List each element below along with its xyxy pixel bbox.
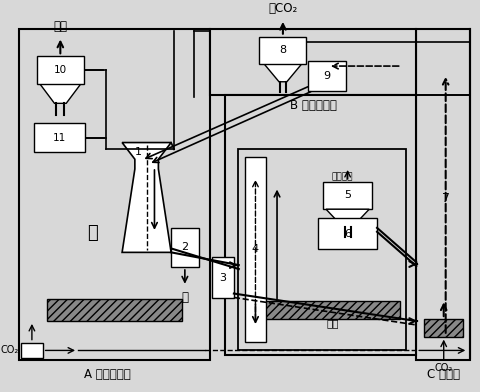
Text: 尾气: 尾气 <box>53 20 67 33</box>
Bar <box>238 149 407 350</box>
Bar <box>309 61 346 91</box>
Text: 2: 2 <box>181 243 189 252</box>
Text: 9: 9 <box>324 71 331 81</box>
Text: 10: 10 <box>54 65 67 75</box>
Text: B 空气反应器: B 空气反应器 <box>290 99 337 112</box>
Text: 纯CO₂: 纯CO₂ <box>268 2 298 15</box>
Text: CO₂: CO₂ <box>1 345 19 356</box>
Bar <box>47 299 182 321</box>
Text: 4: 4 <box>252 245 259 254</box>
Polygon shape <box>326 209 369 227</box>
Bar <box>37 56 84 84</box>
Text: 6: 6 <box>344 229 351 239</box>
Text: 7: 7 <box>442 192 450 205</box>
Bar <box>259 37 306 64</box>
Bar <box>323 182 372 209</box>
Polygon shape <box>122 143 171 252</box>
Text: 8: 8 <box>279 45 287 55</box>
Bar <box>21 343 43 358</box>
Text: 5: 5 <box>344 191 351 200</box>
Text: 11: 11 <box>53 132 66 143</box>
Bar <box>210 29 416 96</box>
Bar <box>225 96 416 355</box>
Bar <box>212 257 234 298</box>
Bar <box>34 123 85 152</box>
Bar <box>248 301 399 319</box>
Text: 空气: 空气 <box>327 318 339 328</box>
Bar <box>318 218 377 249</box>
Polygon shape <box>264 64 301 82</box>
Text: 残余空气: 残余空气 <box>331 172 352 181</box>
Text: 3: 3 <box>220 273 227 283</box>
Bar <box>424 319 463 337</box>
Text: 煤: 煤 <box>87 224 98 242</box>
Text: CO₂: CO₂ <box>434 363 453 373</box>
Bar <box>171 228 199 267</box>
Polygon shape <box>40 84 81 103</box>
Text: A 燃料反应器: A 燃料反应器 <box>84 368 131 381</box>
Bar <box>416 29 470 360</box>
Text: 1: 1 <box>135 147 142 157</box>
Text: C 煅烧器: C 煅烧器 <box>427 368 460 381</box>
Bar <box>245 157 266 341</box>
Bar <box>19 29 210 360</box>
Text: 灰: 灰 <box>181 290 188 304</box>
